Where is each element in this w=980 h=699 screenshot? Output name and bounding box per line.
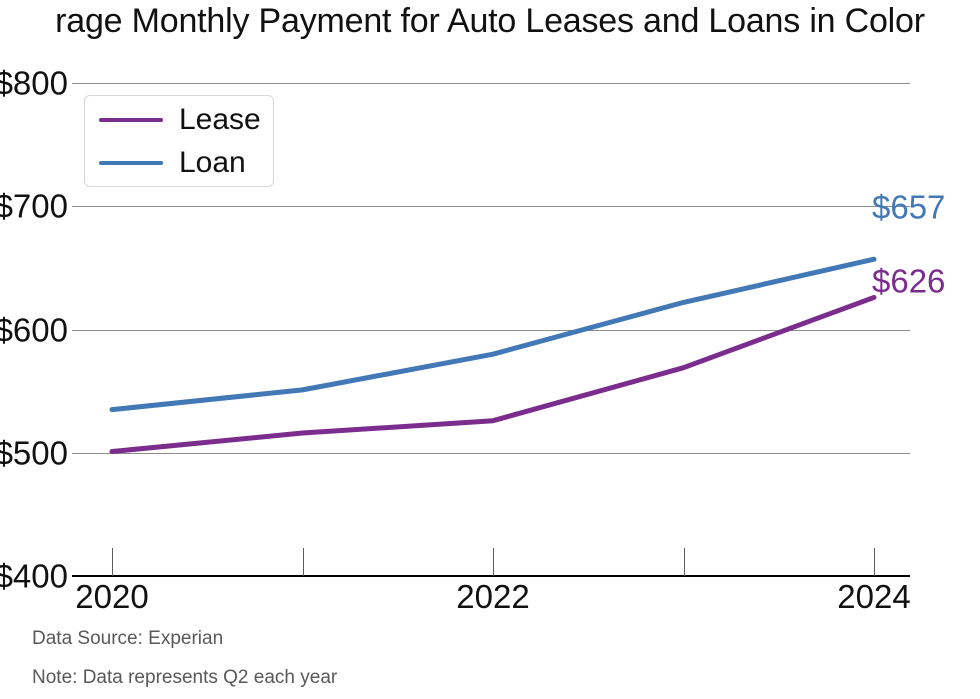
- data-label-loan-2024: $657: [872, 188, 946, 226]
- x-tick-2020: [112, 548, 113, 576]
- gridline-700: [72, 206, 910, 207]
- legend-label-loan: Loan: [179, 146, 246, 179]
- legend-label-lease: Lease: [179, 103, 261, 136]
- x-tick-2022: [493, 548, 494, 576]
- x-tick-2024: [874, 548, 875, 576]
- y-tick-label-600: $600: [0, 311, 68, 349]
- y-tick-label-700: $700: [0, 187, 68, 225]
- chart-legend: Lease Loan: [84, 95, 274, 187]
- y-tick-label-800: $800: [0, 64, 68, 102]
- line-lease: [109, 294, 877, 455]
- footnote-note: Note: Data represents Q2 each year: [32, 667, 338, 688]
- gridline-800: [72, 83, 910, 84]
- y-tick-label-400: $400: [0, 557, 68, 595]
- footnote-data-source: Data Source: Experian: [32, 628, 224, 649]
- legend-item-loan: Loan: [85, 143, 275, 183]
- gridline-500: [72, 453, 910, 454]
- x-tick-2021: [303, 548, 304, 576]
- x-tick-2023: [684, 548, 685, 576]
- y-tick-label-500: $500: [0, 434, 68, 472]
- legend-item-lease: Lease: [85, 100, 275, 140]
- x-tick-label-2024: 2024: [837, 578, 911, 615]
- x-tick-label-2022: 2022: [456, 578, 530, 615]
- x-axis-line: [72, 575, 910, 577]
- gridline-600: [72, 330, 910, 331]
- x-tick-label-2020: 2020: [75, 578, 149, 615]
- data-label-lease-2024: $626: [872, 262, 946, 300]
- legend-swatch-lease: [99, 118, 163, 122]
- legend-swatch-loan: [99, 161, 163, 165]
- line-loan: [109, 256, 877, 413]
- chart-title: rage Monthly Payment for Auto Leases and…: [55, 2, 925, 40]
